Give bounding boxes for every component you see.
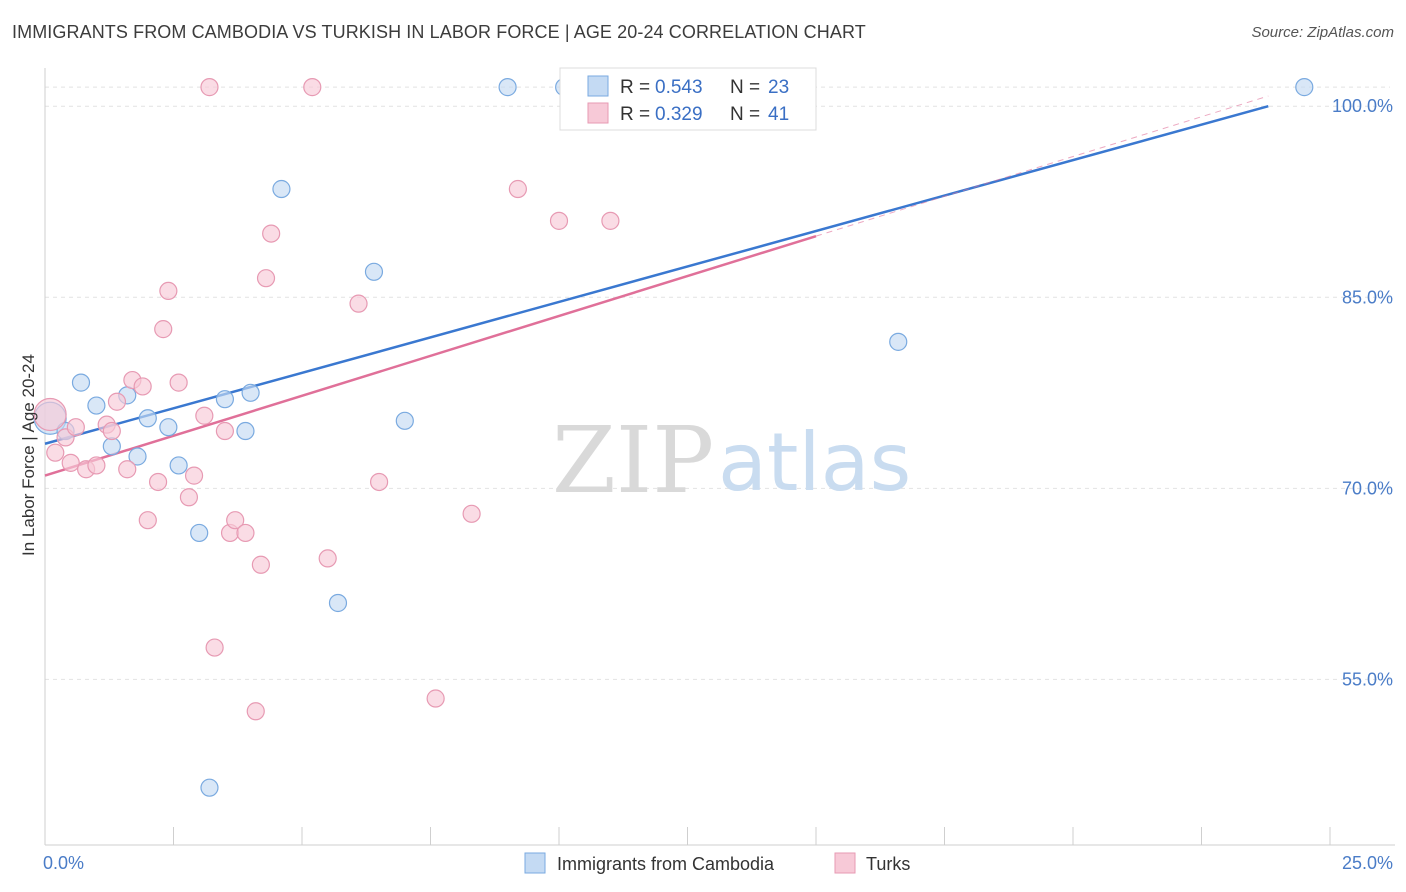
point-0-22: [1295, 78, 1314, 97]
point-1-6: [87, 456, 106, 475]
point-0-8: [159, 418, 178, 437]
legend-n-value-turks: 41: [768, 104, 789, 125]
y-tick-label-2: 70.0%: [1342, 478, 1393, 498]
point-1-32: [318, 549, 337, 568]
point-0-15: [272, 179, 291, 199]
point-0-19: [498, 78, 517, 97]
legend-bottom-swatch-turks: [834, 852, 856, 874]
point-1-16: [159, 281, 178, 301]
legend-r-value-turks: 0.329: [655, 104, 703, 125]
point-1-12: [133, 377, 152, 396]
point-1-14: [148, 472, 168, 492]
point-0-14: [241, 383, 260, 402]
point-1-33: [349, 294, 368, 313]
point-1-25: [226, 511, 245, 530]
point-1-28: [251, 555, 270, 574]
trend-line-ext-1: [815, 95, 1269, 237]
legend-swatch-turks: [587, 102, 609, 124]
point-0-11: [200, 778, 219, 797]
gridlines: [45, 86, 1390, 680]
y-tick-label-0: 100.0%: [1332, 96, 1393, 116]
point-1-37: [508, 179, 527, 199]
y-axis-label: In Labor Force | Age 20-24: [19, 354, 38, 556]
point-1-18: [179, 488, 199, 507]
y-tick-labels: 100.0% 85.0% 70.0% 55.0%: [1332, 96, 1393, 689]
point-1-17: [169, 373, 188, 392]
legend-bottom-swatch-cambodia: [524, 852, 546, 874]
point-0-17: [364, 262, 384, 281]
chart-title: IMMIGRANTS FROM CAMBODIA VS TURKISH IN L…: [12, 22, 866, 42]
point-0-4: [102, 437, 121, 456]
point-0-6: [128, 447, 147, 466]
point-1-15: [154, 320, 173, 339]
point-1-31: [303, 78, 322, 97]
legend-top: R = 0.543 N = 23 R = 0.329 N = 41: [559, 67, 817, 131]
data-points: [33, 78, 1314, 797]
watermark-zip: ZIP: [552, 407, 714, 514]
point-1-3: [61, 453, 80, 472]
legend-bottom-label-cambodia: Immigrants from Cambodia: [557, 854, 775, 874]
point-1-8: [102, 421, 121, 441]
trend-line-1: [44, 234, 817, 477]
point-1-9: [107, 392, 127, 411]
point-1-27: [246, 702, 265, 721]
legend-n-label-cambodia: N =: [730, 77, 760, 98]
point-1-35: [426, 689, 445, 708]
legend-r-label-turks: R =: [620, 104, 650, 125]
point-0-7: [138, 409, 157, 428]
point-1-30: [262, 224, 281, 243]
point-1-21: [200, 78, 219, 97]
point-0-16: [328, 593, 348, 613]
point-1-22: [205, 638, 224, 657]
point-0-12: [215, 390, 234, 409]
point-0-21: [889, 332, 908, 351]
legend-swatch-cambodia: [587, 75, 609, 97]
point-0-9: [169, 456, 188, 475]
axes: [44, 68, 1395, 846]
point-1-0: [33, 397, 67, 432]
legend-bottom: Immigrants from Cambodia Turks: [524, 852, 910, 874]
point-1-19: [184, 466, 204, 485]
point-1-26: [236, 523, 255, 543]
point-0-2: [71, 373, 91, 392]
point-1-20: [195, 406, 214, 425]
legend-r-value-cambodia: 0.543: [655, 77, 703, 98]
point-1-10: [118, 460, 137, 479]
x-tick-label-0: 0.0%: [43, 853, 84, 873]
point-1-23: [215, 421, 234, 441]
point-1-13: [138, 511, 157, 530]
x-tick-label-1: 25.0%: [1342, 853, 1393, 873]
legend-r-label-cambodia: R =: [620, 77, 650, 98]
point-1-4: [66, 418, 85, 437]
point-0-3: [87, 396, 106, 415]
point-0-10: [190, 523, 209, 543]
legend-n-label-turks: N =: [730, 104, 760, 125]
watermark-atlas: atlas: [718, 416, 911, 509]
point-1-38: [549, 211, 569, 230]
source-credit: Source: ZipAtlas.com: [1251, 24, 1394, 41]
legend-n-value-cambodia: 23: [768, 77, 789, 98]
legend-bottom-label-turks: Turks: [866, 854, 910, 874]
point-1-29: [256, 269, 276, 288]
x-tick-labels: 0.0% 25.0%: [43, 853, 1393, 873]
point-0-18: [395, 411, 414, 430]
point-1-36: [462, 504, 481, 523]
point-0-13: [236, 421, 255, 441]
point-1-34: [370, 472, 389, 492]
y-tick-label-1: 85.0%: [1342, 287, 1393, 307]
watermark: ZIP atlas: [552, 407, 911, 514]
y-tick-label-3: 55.0%: [1342, 669, 1393, 689]
point-1-39: [601, 211, 620, 230]
point-1-1: [46, 443, 65, 462]
